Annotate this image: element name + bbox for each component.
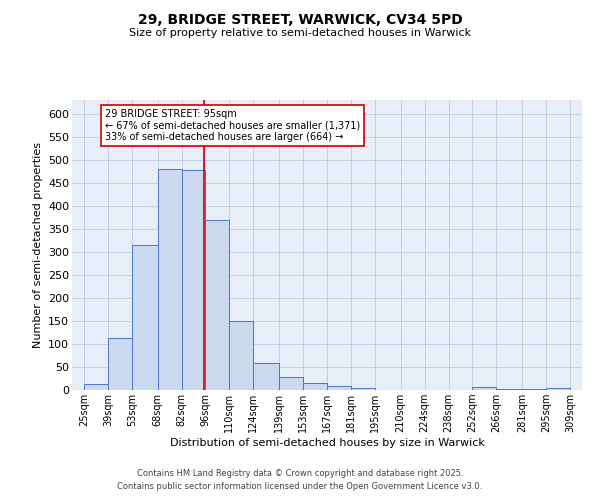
Bar: [84, 384, 108, 390]
Text: 29 BRIDGE STREET: 95sqm
← 67% of semi-detached houses are smaller (1,371)
33% of: 29 BRIDGE STREET: 95sqm ← 67% of semi-de…: [105, 108, 361, 142]
Bar: [522, 389, 546, 390]
Bar: [108, 338, 132, 390]
Text: Contains public sector information licensed under the Open Government Licence v3: Contains public sector information licen…: [118, 482, 482, 491]
Bar: [132, 245, 158, 390]
X-axis label: Distribution of semi-detached houses by size in Warwick: Distribution of semi-detached houses by …: [170, 438, 484, 448]
Bar: [229, 321, 253, 390]
Bar: [279, 376, 303, 390]
Bar: [472, 387, 496, 390]
Bar: [253, 363, 279, 390]
Bar: [546, 388, 570, 390]
Bar: [205, 220, 229, 390]
Text: 29, BRIDGE STREET, WARWICK, CV34 5PD: 29, BRIDGE STREET, WARWICK, CV34 5PD: [137, 12, 463, 26]
Text: Size of property relative to semi-detached houses in Warwick: Size of property relative to semi-detach…: [129, 28, 471, 38]
Bar: [496, 388, 522, 390]
Bar: [327, 386, 351, 390]
Bar: [182, 170, 205, 390]
Text: Contains HM Land Registry data © Crown copyright and database right 2025.: Contains HM Land Registry data © Crown c…: [137, 468, 463, 477]
Bar: [351, 388, 375, 390]
Bar: [158, 169, 182, 390]
Bar: [303, 383, 327, 390]
Y-axis label: Number of semi-detached properties: Number of semi-detached properties: [32, 142, 43, 348]
